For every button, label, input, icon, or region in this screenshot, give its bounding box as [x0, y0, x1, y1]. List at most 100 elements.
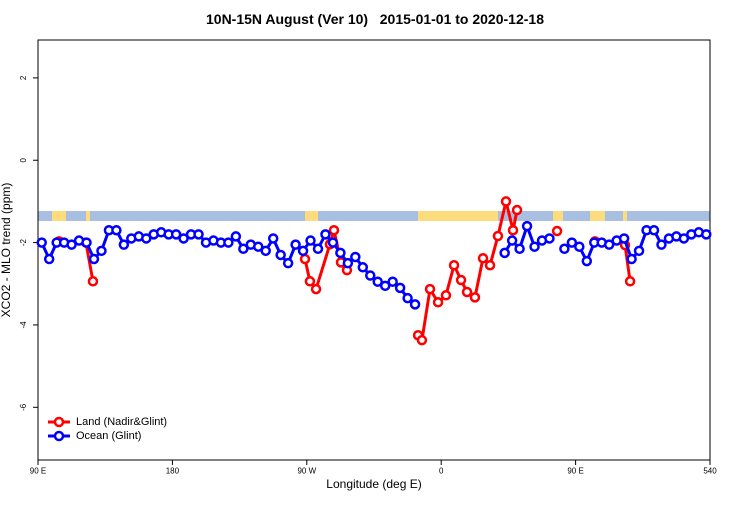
legend-marker: [53, 430, 65, 442]
point: [36, 237, 47, 248]
point: [43, 253, 55, 265]
y-tick-label: -2: [19, 238, 28, 246]
point: [455, 274, 467, 286]
point: [448, 259, 460, 271]
series-line: [84, 201, 632, 344]
point: [566, 237, 578, 248]
point: [492, 230, 504, 242]
legend-label: Ocean (Glint): [76, 430, 141, 442]
point: [701, 229, 712, 240]
point: [416, 334, 428, 346]
y-tick-label: -6: [19, 403, 28, 411]
point: [500, 196, 512, 207]
point: [511, 204, 523, 216]
point: [238, 243, 249, 255]
point: [253, 241, 264, 252]
land-patch: [553, 211, 563, 221]
point: [327, 237, 339, 248]
point: [618, 233, 630, 244]
point: [305, 235, 316, 246]
point: [88, 253, 100, 265]
point: [402, 292, 413, 304]
land-patch: [418, 211, 498, 221]
surface-strip: [38, 211, 710, 221]
y-tick-label: -4: [19, 321, 28, 329]
point: [624, 276, 636, 287]
point: [96, 245, 107, 257]
point: [626, 253, 637, 265]
point: [506, 235, 518, 246]
point: [320, 229, 331, 240]
series: [36, 220, 712, 310]
point: [574, 241, 585, 252]
land-patch: [86, 211, 90, 221]
point: [387, 276, 398, 287]
x-tick-label: 0: [439, 467, 444, 476]
point: [603, 239, 615, 250]
point: [350, 251, 361, 263]
land-patch: [623, 211, 627, 221]
point: [87, 276, 99, 287]
point: [328, 224, 340, 236]
legend-marker: [53, 416, 65, 428]
point: [499, 247, 510, 259]
point: [275, 249, 286, 261]
land-patch: [305, 211, 318, 221]
point: [521, 220, 533, 232]
point: [469, 292, 481, 303]
point: [81, 237, 92, 248]
point: [310, 283, 322, 295]
point: [432, 297, 444, 308]
x-tick-label: 90 E: [30, 467, 46, 476]
point: [118, 239, 130, 250]
point: [379, 280, 391, 292]
point: [514, 243, 525, 255]
point: [260, 245, 271, 257]
point: [394, 282, 406, 294]
point: [335, 247, 346, 259]
point: [365, 270, 376, 281]
plot-frame: [37, 39, 711, 461]
point: [656, 239, 667, 250]
y-tick-label: 0: [19, 157, 28, 162]
point: [461, 286, 473, 298]
legend-label: Land (Nadir&Glint): [76, 416, 167, 428]
point: [409, 299, 421, 310]
x-tick-label: 90 E: [567, 467, 583, 476]
x-tick-label: 180: [166, 467, 180, 476]
point: [282, 257, 294, 269]
point: [312, 243, 324, 255]
point: [507, 224, 519, 236]
chart-title: 10N-15N August (Ver 10) 2015-01-01 to 20…: [206, 11, 544, 27]
point: [178, 233, 189, 244]
x-axis-label: Longitude (deg E): [326, 477, 421, 491]
land-patch: [590, 211, 605, 221]
point: [544, 233, 555, 244]
point: [230, 231, 242, 242]
point: [559, 243, 570, 255]
point: [678, 233, 690, 244]
point: [304, 276, 316, 287]
point: [111, 224, 122, 236]
x-tick-label: 540: [703, 467, 717, 476]
point: [484, 259, 496, 271]
point: [633, 245, 645, 257]
point: [529, 241, 540, 252]
point: [297, 245, 309, 257]
point: [299, 253, 311, 265]
y-axis-label: XCO2 - MLO trend (ppm): [0, 183, 13, 318]
point: [648, 224, 660, 236]
point: [424, 283, 436, 295]
land-patch: [52, 211, 66, 221]
point: [372, 276, 383, 287]
x-tick-label: 90 W: [297, 467, 316, 476]
point: [193, 229, 204, 240]
point: [66, 239, 77, 250]
point: [141, 233, 152, 244]
point: [267, 233, 279, 244]
point: [581, 255, 593, 267]
point: [440, 290, 452, 301]
point: [477, 252, 489, 264]
